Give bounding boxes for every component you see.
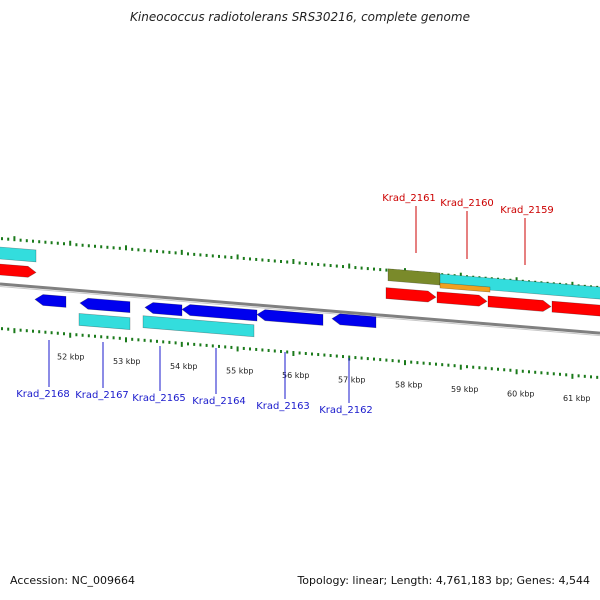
kbp-label: 60 kbp <box>507 389 535 398</box>
gene-label: Krad_2165 <box>132 393 186 404</box>
kbp-label: 61 kbp <box>563 394 591 403</box>
cds-feature <box>78 313 131 330</box>
kbp-label: 54 kbp <box>170 362 198 371</box>
olive-feature <box>387 268 441 286</box>
genome-backbone <box>0 282 600 337</box>
orange-feature <box>439 282 491 293</box>
cds-feature <box>439 273 600 300</box>
gene-label: Krad_2162 <box>319 405 373 416</box>
gene-label: Krad_2167 <box>75 390 129 401</box>
backbone-shadow <box>0 286 600 337</box>
gene-feature <box>436 291 488 307</box>
genome-summary: Topology: linear; Length: 4,761,183 bp; … <box>297 574 590 587</box>
map-title: Kineococcus radiotolerans SRS30216, comp… <box>130 10 470 24</box>
kbp-label: 58 kbp <box>395 380 423 389</box>
cds-feature <box>142 315 255 338</box>
upper-tick-track <box>1 236 599 289</box>
backbone-line <box>0 282 600 335</box>
feature-track <box>0 246 600 338</box>
gene-feature <box>385 287 437 303</box>
gene-labels: Krad_2161 Krad_2160 Krad_2159 Krad_2168 Krad… <box>16 193 554 416</box>
gene-label: Krad_2161 <box>382 193 436 204</box>
gene-feature <box>331 313 377 329</box>
gene-feature <box>34 294 67 308</box>
gene-feature <box>551 300 600 317</box>
kbp-label: 59 kbp <box>451 385 479 394</box>
gene-label: Krad_2163 <box>256 401 310 412</box>
gene-label: Krad_2160 <box>440 198 494 209</box>
gene-label: Krad_2159 <box>500 205 554 216</box>
kbp-label: 56 kbp <box>282 371 310 380</box>
accession-text: Accession: NC_009664 <box>10 574 136 587</box>
gene-feature <box>181 304 258 322</box>
lower-tick-track <box>1 327 599 379</box>
kbp-scale: 52 kbp 53 kbp 54 kbp 55 kbp 56 kbp 57 kbp 58 k… <box>57 353 591 403</box>
kbp-label: 55 kbp <box>226 366 254 375</box>
gene-feature <box>79 297 131 313</box>
gene-feature <box>0 263 37 278</box>
gene-feature <box>256 309 324 326</box>
kbp-label: 57 kbp <box>338 376 366 385</box>
gene-feature <box>144 302 183 317</box>
gene-label: Krad_2168 <box>16 389 70 400</box>
gene-feature <box>487 295 552 312</box>
kbp-label: 53 kbp <box>113 357 141 366</box>
kbp-label: 52 kbp <box>57 353 85 362</box>
gene-label: Krad_2164 <box>192 396 246 407</box>
cds-feature <box>0 246 37 263</box>
